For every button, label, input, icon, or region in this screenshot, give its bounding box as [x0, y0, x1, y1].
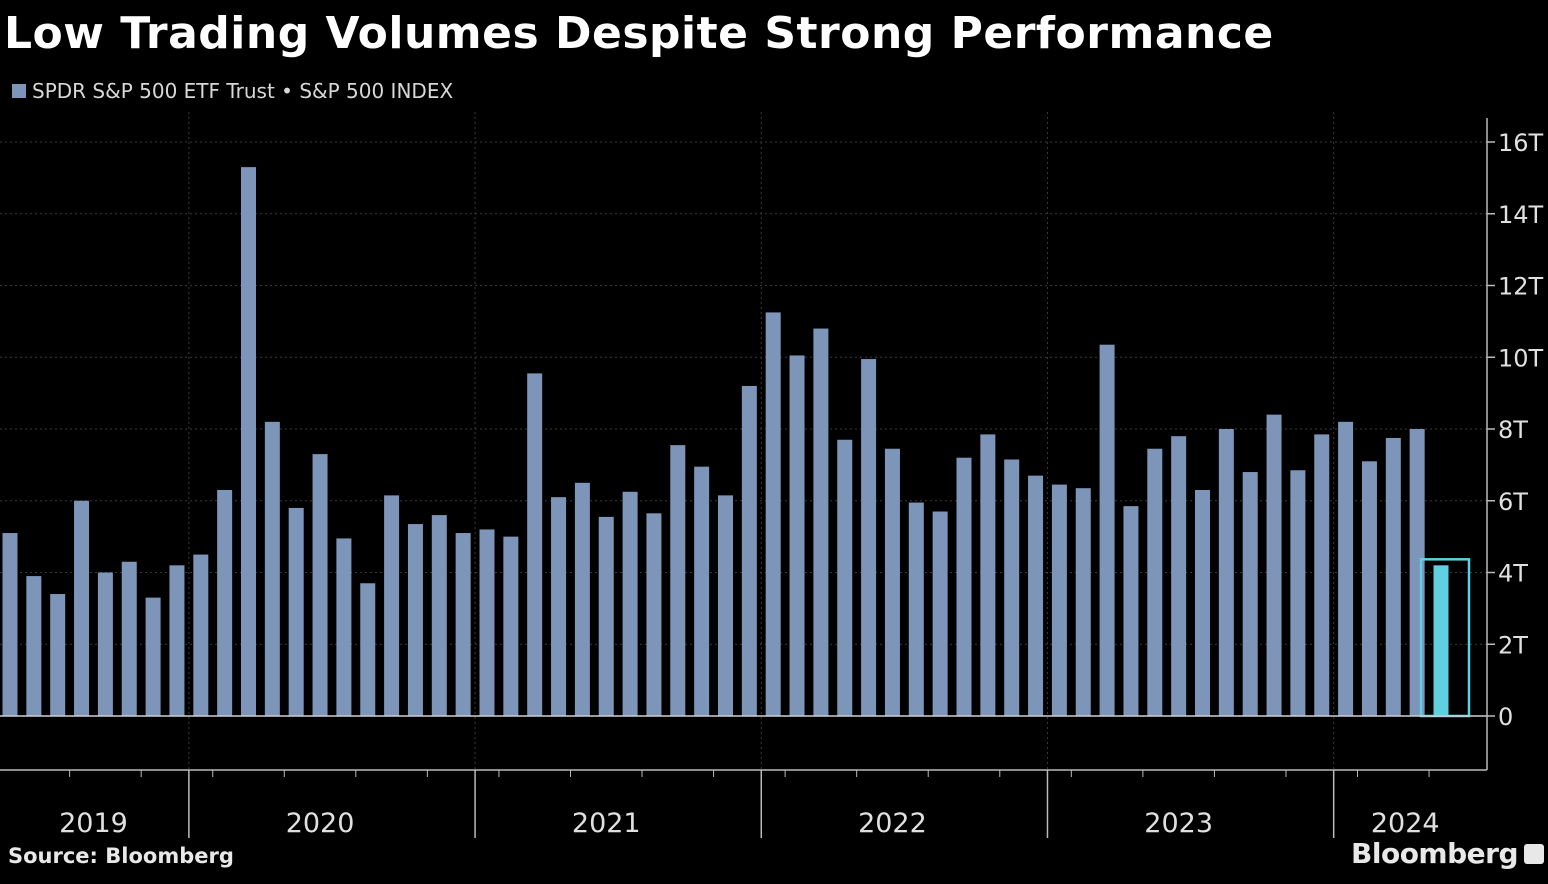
- legend-swatch: [12, 84, 26, 98]
- bar: [1171, 436, 1187, 716]
- y-tick-label: 8T: [1498, 416, 1528, 444]
- x-year-label: 2021: [572, 808, 641, 839]
- source-note: Source: Bloomberg: [8, 844, 234, 868]
- bar: [455, 533, 471, 716]
- x-year-label: 2024: [1371, 808, 1440, 839]
- y-tick-label: 0: [1498, 703, 1513, 731]
- bar: [503, 536, 519, 716]
- bar: [1361, 461, 1377, 716]
- y-tick-label: 10T: [1498, 344, 1544, 372]
- legend: SPDR S&P 500 ETF Trust • S&P 500 INDEX: [12, 79, 453, 103]
- bar: [169, 565, 185, 716]
- x-year-label: 2020: [286, 808, 355, 839]
- bar: [956, 457, 972, 716]
- bloomberg-logo: Bloomberg: [1351, 837, 1518, 870]
- bar: [551, 497, 567, 716]
- bar: [1314, 434, 1330, 716]
- bar: [574, 482, 590, 716]
- chart-title: Low Trading Volumes Despite Strong Perfo…: [4, 8, 1274, 59]
- bar: [932, 511, 948, 716]
- bar: [741, 385, 757, 716]
- bar: [718, 495, 733, 716]
- bars: [2, 167, 1471, 718]
- bar: [694, 466, 710, 716]
- bar: [1004, 459, 1020, 716]
- bar: [1147, 448, 1163, 716]
- bar: [598, 516, 614, 716]
- y-tick-label: 2T: [1498, 631, 1528, 659]
- y-tick-label: 14T: [1498, 201, 1544, 229]
- bar: [1051, 484, 1067, 716]
- bar: [50, 594, 66, 716]
- y-tick-label: 16T: [1498, 129, 1544, 157]
- bar: [1218, 429, 1234, 716]
- bar: [622, 491, 638, 716]
- bar: [384, 495, 400, 716]
- legend-label: SPDR S&P 500 ETF Trust • S&P 500 INDEX: [32, 79, 454, 103]
- bar: [980, 434, 996, 716]
- bar: [1409, 429, 1425, 716]
- y-tick-label: 4T: [1498, 560, 1528, 588]
- bar: [1338, 421, 1354, 716]
- bar: [789, 355, 805, 716]
- y-tick-label: 12T: [1498, 273, 1544, 301]
- bar: [1195, 489, 1210, 716]
- bar: [670, 445, 686, 716]
- bar: [360, 583, 376, 716]
- bar: [26, 576, 42, 716]
- bar: [1266, 414, 1282, 716]
- bar: [264, 421, 280, 716]
- axes: 0 2T 4T 6T 8T 10T 12T 14T 16T 2019 2020 2021 2022 202…: [0, 118, 1544, 839]
- x-year-label: 2022: [858, 808, 927, 839]
- bar: [121, 561, 137, 716]
- bar: [97, 572, 113, 716]
- bar: [765, 312, 781, 716]
- x-year-label: 2023: [1144, 808, 1213, 839]
- bar: [1028, 475, 1044, 716]
- bar: [407, 524, 423, 716]
- bar: [312, 454, 328, 716]
- bar: [145, 597, 161, 716]
- bar: [217, 489, 233, 716]
- bar: [908, 502, 924, 716]
- bar: [1099, 344, 1115, 716]
- bar: [1242, 472, 1258, 716]
- bar: [193, 554, 209, 716]
- bar: [1123, 506, 1139, 716]
- bar: [479, 529, 495, 716]
- y-tick-label: 6T: [1498, 488, 1528, 516]
- bar: [884, 448, 900, 716]
- x-year-label: 2019: [59, 808, 128, 839]
- bar: [1075, 488, 1091, 716]
- bar: [837, 439, 853, 716]
- bar: [431, 515, 447, 716]
- bar: [1290, 470, 1306, 716]
- bar: [646, 513, 662, 716]
- bar: [288, 507, 304, 716]
- bar: [1385, 437, 1401, 716]
- bar: [2, 533, 18, 716]
- bloomberg-logo-icon: [1524, 844, 1544, 864]
- bar: [1433, 565, 1449, 716]
- bar: [527, 373, 543, 716]
- bar: [74, 500, 90, 716]
- bar: [336, 538, 352, 716]
- bar: [861, 359, 877, 716]
- bar: [241, 167, 256, 717]
- bar: [813, 328, 829, 716]
